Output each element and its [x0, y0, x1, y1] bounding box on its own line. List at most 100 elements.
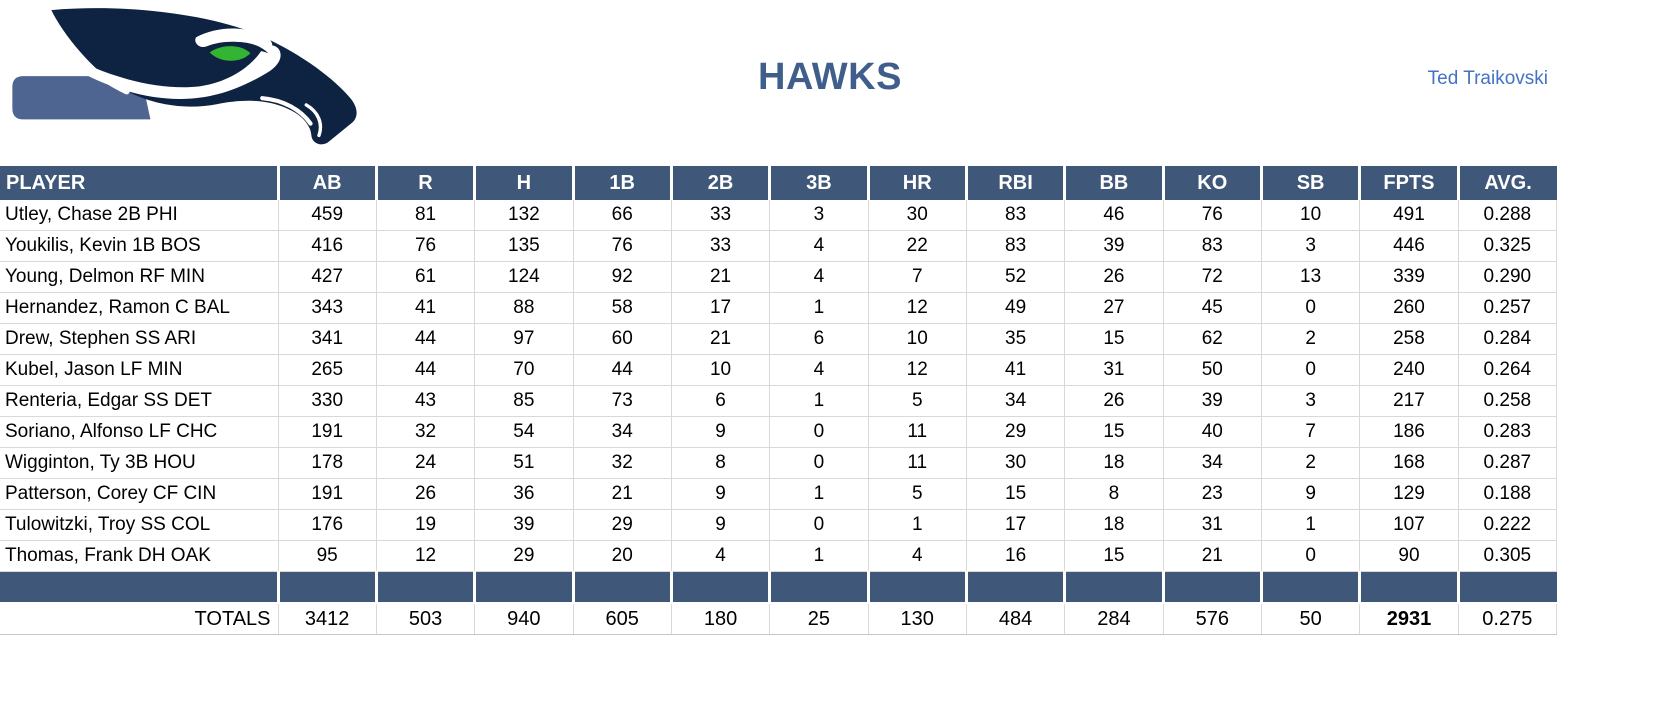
stat-cell: 132 [474, 200, 574, 231]
stat-cell: 191 [278, 478, 377, 510]
stat-cell: 17 [966, 509, 1066, 541]
stat-cell: 46 [1064, 200, 1164, 231]
totals-cell: 3412 [278, 603, 377, 635]
stat-cell: 35 [966, 323, 1066, 355]
stat-cell: 9 [1261, 478, 1361, 510]
player-row: Renteria, Edgar SS DET 330 43 85 73 6 1 5 34 26 39… [0, 385, 1558, 417]
player-row: Thomas, Frank DH OAK 95 12 29 20 4 1 4 16 15 21 0 90… [0, 540, 1558, 572]
stats-table: PLAYER AB R H 1B 2B 3B HR RBI BB KO SB FPTS AVG. Utle… [0, 166, 1558, 635]
player-name: Youkilis, Kevin 1B BOS [0, 230, 279, 262]
stat-cell: 0 [1261, 292, 1361, 324]
totals-cell: 50 [1261, 603, 1361, 635]
stat-cell: 26 [1064, 261, 1164, 293]
stat-cell: 12 [868, 354, 967, 386]
player-row: Wigginton, Ty 3B HOU 178 24 51 32 8 0 11 30 18 34 2… [0, 447, 1558, 479]
stat-cell: 81 [376, 200, 476, 231]
stat-cell: 8 [1064, 478, 1164, 510]
stat-cell: 1 [868, 509, 967, 541]
column-header-sb: SB [1261, 166, 1362, 200]
stat-cell: 21 [1163, 540, 1262, 572]
separator-cell [278, 571, 378, 604]
stat-cell: 343 [278, 292, 377, 324]
stat-cell: 31 [1163, 509, 1262, 541]
totals-cell: 180 [671, 603, 771, 635]
separator-cell [376, 571, 477, 604]
hawk-head [51, 8, 357, 145]
stat-cell: 44 [573, 354, 672, 386]
player-name: Young, Delmon RF MIN [0, 261, 279, 293]
stat-cell: 10 [1261, 200, 1361, 231]
totals-cell: 25 [769, 603, 869, 635]
stat-cell: 32 [573, 447, 672, 479]
column-header-fpts: FPTS [1359, 166, 1460, 200]
column-header-3b: 3B [769, 166, 870, 200]
stat-cell: 83 [966, 230, 1066, 262]
stat-cell: 9 [671, 478, 771, 510]
stat-cell: 15 [1064, 323, 1164, 355]
stat-cell: 1 [769, 478, 869, 510]
separator-cell [1458, 571, 1557, 604]
stat-cell: 45 [1163, 292, 1262, 324]
stat-cell: 39 [474, 509, 574, 541]
stat-cell: 5 [868, 478, 967, 510]
column-header-r: R [376, 166, 477, 200]
player-row: Kubel, Jason LF MIN 265 44 70 44 10 4 12 41 31 50 0… [0, 354, 1558, 386]
stat-cell: 6 [769, 323, 869, 355]
stat-cell: 3 [1261, 385, 1361, 417]
stat-cell: 49 [966, 292, 1066, 324]
stat-cell: 21 [573, 478, 672, 510]
player-name: Tulowitzki, Troy SS COL [0, 509, 279, 541]
stat-cell: 4 [868, 540, 967, 572]
stat-cell: 416 [278, 230, 377, 262]
stat-cell: 60 [573, 323, 672, 355]
stat-cell: 0 [769, 447, 869, 479]
stat-cell: 240 [1359, 354, 1459, 386]
stat-cell: 20 [573, 540, 672, 572]
totals-cell: 605 [573, 603, 672, 635]
stat-cell: 124 [474, 261, 574, 293]
stat-cell: 129 [1359, 478, 1459, 510]
column-header-1b: 1B [573, 166, 673, 200]
separator-cell [966, 571, 1067, 604]
stat-cell: 12 [376, 540, 476, 572]
stat-cell: 9 [671, 416, 771, 448]
stat-cell: 446 [1359, 230, 1459, 262]
totals-cell: 284 [1064, 603, 1164, 635]
player-row: Tulowitzki, Troy SS COL 176 19 39 29 9 0 1 17 18 3… [0, 509, 1558, 541]
stat-cell: 88 [474, 292, 574, 324]
stat-cell: 10 [868, 323, 967, 355]
totals-cell: 576 [1163, 603, 1262, 635]
stat-cell: 0.325 [1458, 230, 1558, 262]
stat-cell: 26 [1064, 385, 1164, 417]
stat-cell: 16 [966, 540, 1066, 572]
stat-cell: 330 [278, 385, 377, 417]
stat-cell: 72 [1163, 261, 1262, 293]
stat-cell: 54 [474, 416, 574, 448]
stat-cell: 31 [1064, 354, 1164, 386]
stat-cell: 4 [769, 230, 869, 262]
player-name: Thomas, Frank DH OAK [0, 540, 279, 572]
stat-cell: 0.288 [1458, 200, 1558, 231]
stat-cell: 5 [868, 385, 967, 417]
stat-cell: 217 [1359, 385, 1459, 417]
stat-cell: 95 [278, 540, 377, 572]
stat-cell: 107 [1359, 509, 1459, 541]
stat-cell: 0.283 [1458, 416, 1558, 448]
seahawks-logo [12, 8, 357, 145]
stat-cell: 0 [769, 509, 869, 541]
separator-cell [1261, 571, 1362, 604]
player-row: Drew, Stephen SS ARI 341 44 97 60 21 6 10 35 15 62… [0, 323, 1558, 355]
stat-cell: 76 [1163, 200, 1262, 231]
owner-name: Ted Traikovski [1427, 68, 1548, 89]
stat-cell: 191 [278, 416, 377, 448]
stat-cell: 7 [868, 261, 967, 293]
stat-cell: 33 [671, 200, 771, 231]
separator-cell [1163, 571, 1263, 604]
stat-cell: 0 [1261, 540, 1361, 572]
stat-cell: 76 [376, 230, 476, 262]
column-header-bb: BB [1064, 166, 1165, 200]
stat-cell: 6 [671, 385, 771, 417]
stat-cell: 83 [966, 200, 1066, 231]
separator-cell [573, 571, 673, 604]
stat-cell: 2 [1261, 323, 1361, 355]
